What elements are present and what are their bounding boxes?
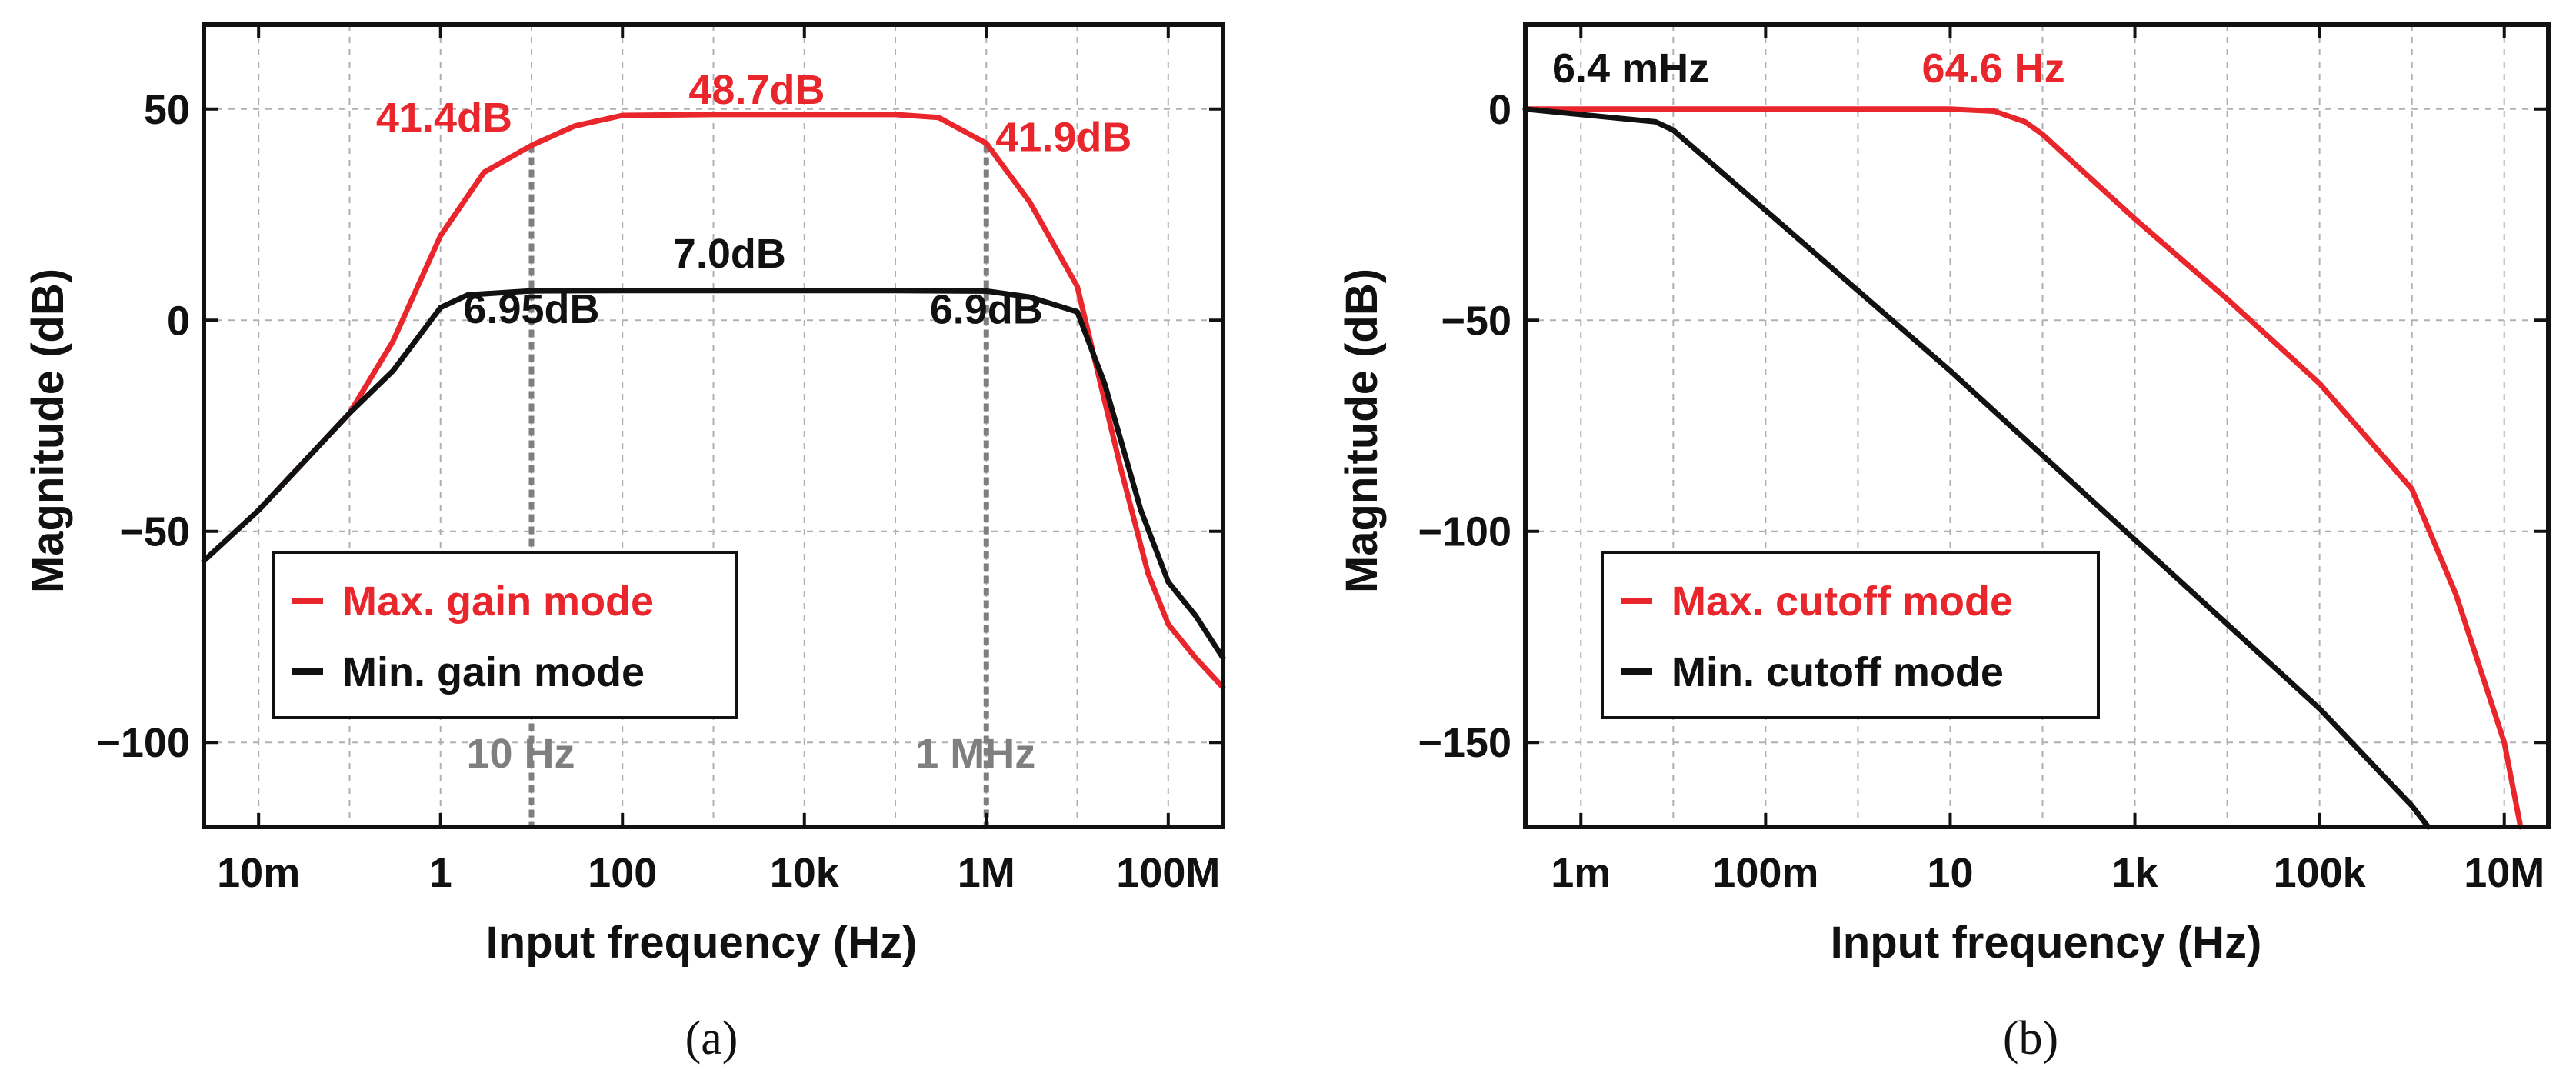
data-label: 41.4dB [376,95,512,141]
x-tick-label: 1 [429,850,452,896]
legend-label-max-gain: Max. gain mode [342,578,654,625]
x-tick-label: 10m [217,850,300,896]
data-label: 6.9dB [930,286,1043,332]
y-tick-label: 0 [167,298,190,344]
panel-b-annotations: 6.4 mHz 64.6 Hz [1552,45,2065,92]
y-tick-label: −100 [1418,509,1511,555]
panel-b-y-axis-title: Magnitude (dB) [1337,268,1387,593]
x-tick-label: 100 [588,850,657,896]
panel-a-annotations: 41.4dB 48.7dB 41.9dB 7.0dB 6.95dB 6.9dB [376,67,1131,332]
panel-a-legend: Max. gain mode Min. gain mode [272,551,738,719]
legend-box [1601,551,2100,719]
x-tick-label: 10 [1927,850,1973,896]
y-tick-label: −100 [96,720,190,766]
panel-b-ticks: 1m 100m 10 1k 100k 10M 0 −50 −100 −150 [1418,25,2548,896]
x-tick-label: 10M [2464,850,2544,896]
frequency-marker-label: 10 Hz [466,731,575,777]
data-label: 6.95dB [463,286,599,332]
series-line-max-cutoff-mode [1522,106,2524,830]
legend-label-min-gain: Min. gain mode [342,649,645,695]
panel-b-chart: 1m 100m 10 1k 100k 10M 0 −50 −100 −150 6.4 mHz 64.… [1337,22,2551,1065]
panel-a-marker-lines: 10 Hz 1 MHz [466,145,1035,827]
frequency-marker-label: 1 MHz [915,731,1035,777]
data-label: 41.9dB [995,114,1131,160]
panel-a-caption: (a) [685,1012,738,1065]
panel-b-x-axis-title: Input frequency (Hz) [1831,918,2262,968]
data-label: 64.6 Hz [1922,45,2065,92]
data-label: 48.7dB [688,67,825,113]
x-tick-label: 1M [958,850,1015,896]
panel-b-series [1522,106,2524,830]
panel-a-y-axis-title: Magnitude (dB) [23,268,73,593]
data-label: 7.0dB [673,231,786,277]
legend-label-max-cutoff: Max. cutoff mode [1671,578,2013,625]
data-label: 6.4 mHz [1552,45,1709,92]
x-tick-label: 10k [770,850,840,896]
y-tick-label: −50 [119,509,190,555]
legend-box [272,551,738,719]
x-tick-label: 1m [1551,850,1611,896]
x-tick-label: 100m [1712,850,1818,896]
series-line-min-gain-mode [201,288,1226,661]
y-tick-label: 50 [144,87,190,133]
x-tick-label: 100M [1116,850,1220,896]
y-tick-label: −150 [1418,720,1511,766]
y-tick-label: 0 [1488,87,1511,133]
panel-b-legend: Max. cutoff mode Min. cutoff mode [1601,551,2100,719]
x-tick-label: 1k [2112,850,2159,896]
panel-a-plot-frame [202,22,1225,829]
panel-a-x-axis-title: Input frequency (Hz) [486,918,918,968]
panel-b-caption: (b) [2003,1012,2058,1065]
series-line-min-cutoff-mode [1522,106,2431,830]
panel-a-ticks: 10m 1 100 10k 1M 100M 50 0 −50 −100 [96,25,1223,896]
panel-a-chart: 10 Hz 1 MHz 10m 1 100 10k 1M 100M 50 0 −50 −100 41… [23,22,1226,1065]
panel-b-plot-frame [1523,22,2551,829]
y-tick-label: −50 [1441,298,1511,344]
legend-label-min-cutoff: Min. cutoff mode [1671,649,2004,695]
panel-a-series [201,112,1226,691]
x-tick-label: 100k [2274,850,2367,896]
series-line-max-gain-mode [255,112,1226,691]
